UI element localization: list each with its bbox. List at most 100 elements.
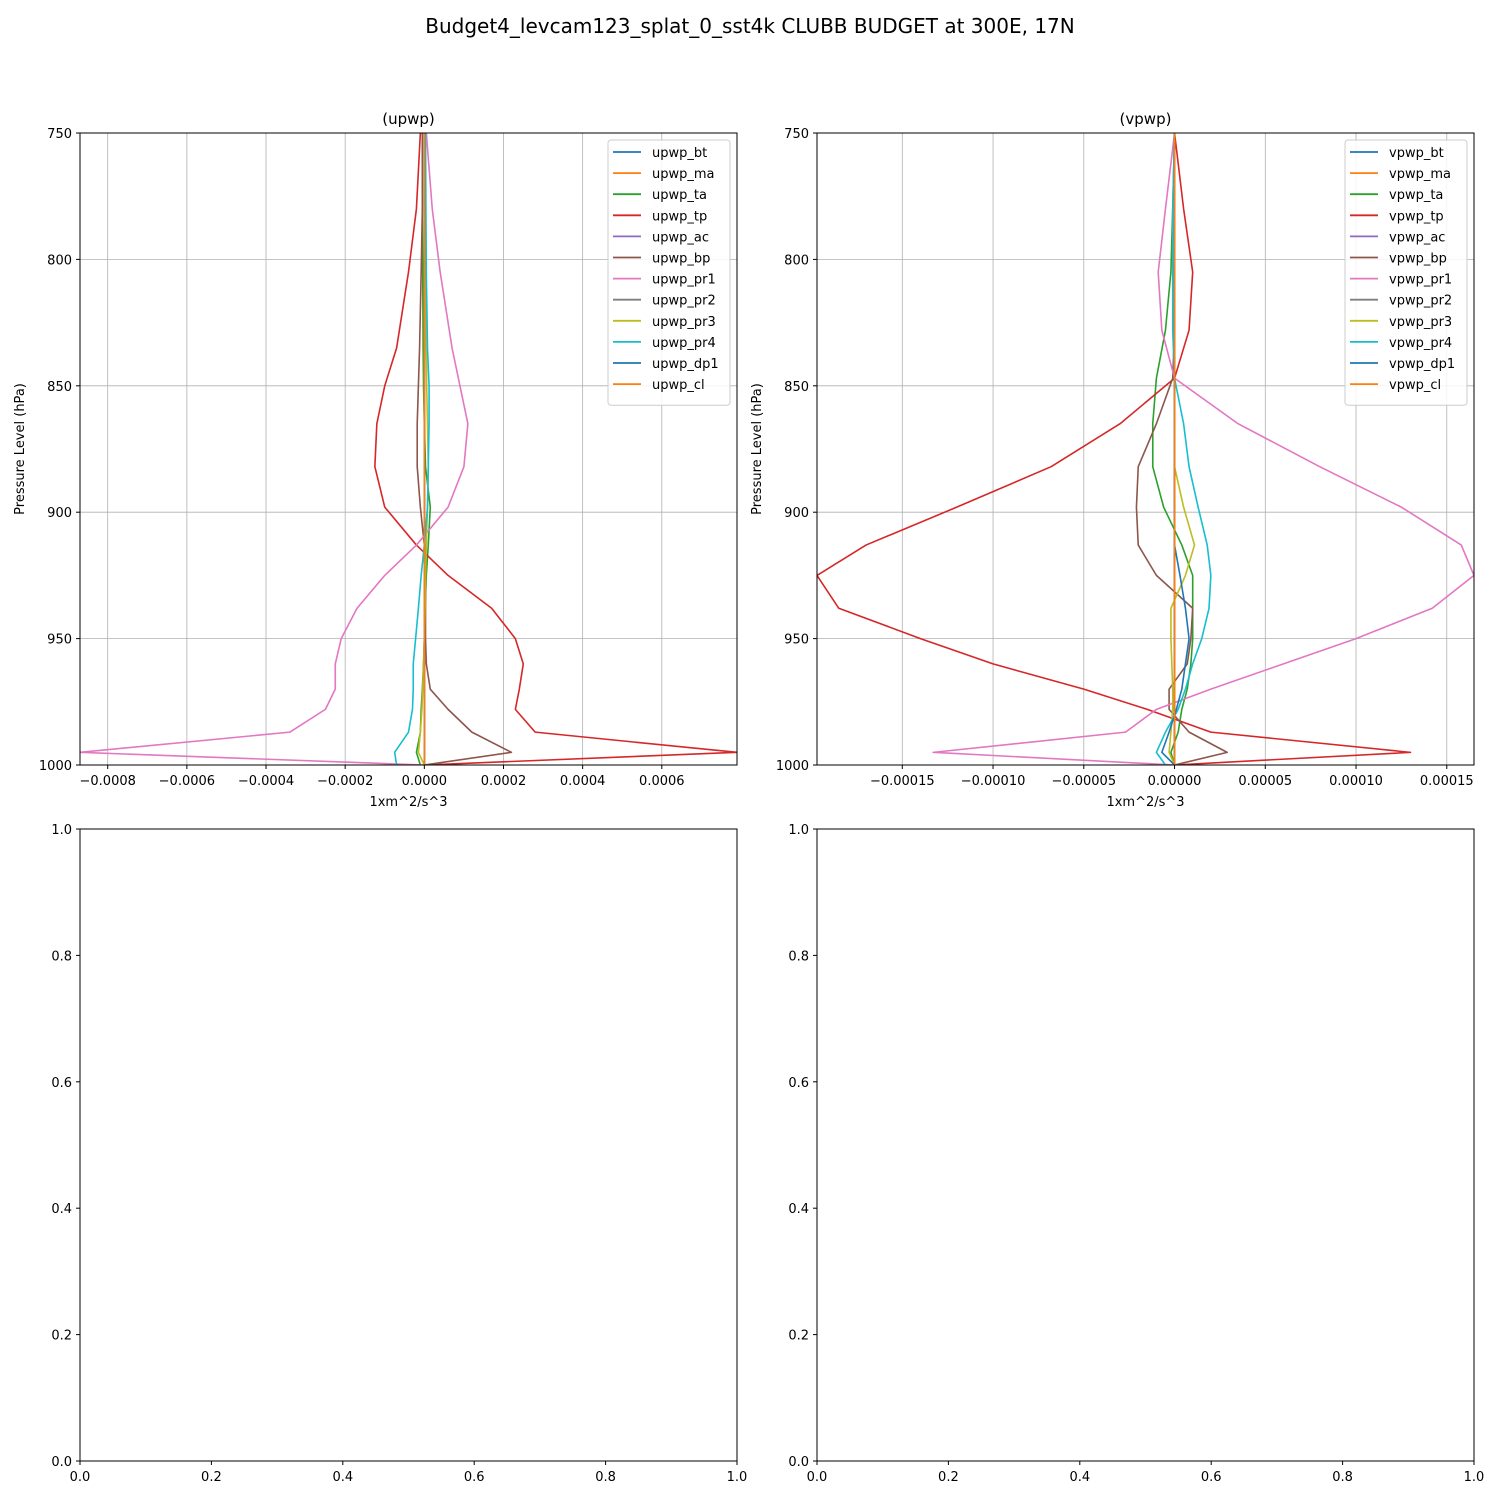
x-tick-label: 0.0 (807, 1470, 828, 1485)
x-tick-label: 0.00010 (1329, 774, 1383, 789)
x-tick-label: −0.0006 (159, 774, 215, 789)
series-line-upwp_pr3 (417, 133, 430, 765)
x-tick-label: 0.6 (1201, 1470, 1222, 1485)
legend-item: upwp_cl (613, 378, 705, 393)
axes-frame (816, 828, 1475, 1462)
legend-item: upwp_ac (613, 230, 709, 245)
subplot-title: (upwp) (382, 110, 435, 128)
x-tick-label: 0.00015 (1420, 774, 1474, 789)
y-tick-label: 900 (47, 506, 72, 521)
legend-item: vpwp_dp1 (1350, 357, 1455, 372)
y-tick-label: 800 (47, 253, 72, 268)
x-tick-label: 1.0 (727, 1470, 748, 1485)
legend-label: vpwp_pr4 (1389, 336, 1452, 351)
series-line-vpwp_bp (1135, 133, 1228, 765)
legend-label: upwp_bp (652, 252, 710, 267)
legend-label: vpwp_pr1 (1389, 273, 1452, 288)
x-tick-label: 1.0 (1464, 1470, 1485, 1485)
legend-label: upwp_bt (652, 146, 707, 161)
y-tick-label: 0.0 (788, 1455, 809, 1470)
y-tick-label: 1000 (39, 759, 72, 774)
legend-item: upwp_pr4 (613, 336, 716, 351)
x-tick-label: −0.00010 (961, 774, 1026, 789)
series-group (817, 133, 1474, 765)
legend-label: upwp_pr2 (652, 294, 716, 309)
y-axis-label: Pressure Level (hPa) (13, 383, 28, 515)
x-tick-label: 0.00005 (1238, 774, 1292, 789)
series-line-vpwp_ta (1151, 133, 1194, 765)
legend-item: upwp_ma (613, 167, 715, 182)
subplot-title: (vpwp) (1120, 110, 1172, 128)
legend-label: vpwp_ma (1389, 167, 1451, 182)
legend-item: vpwp_pr4 (1350, 336, 1452, 351)
x-tick-label: −0.0008 (80, 774, 136, 789)
x-tick-label: 0.00000 (1148, 774, 1202, 789)
y-tick-label: 1000 (776, 759, 809, 774)
legend-item: upwp_pr3 (613, 315, 716, 330)
x-tick-label: 0.2 (938, 1470, 959, 1485)
series-line-vpwp_dp1 (1161, 133, 1190, 765)
x-tick-label: 0.4 (1069, 1470, 1090, 1485)
subplot-2: −0.00015 −0.00010 −0.00005 0.00000 0.00005 0.… (750, 110, 1475, 810)
x-tick-label: 0.6 (464, 1470, 485, 1485)
y-tick-label: 0.6 (788, 1076, 809, 1091)
x-tick-label: −0.00005 (1051, 774, 1116, 789)
legend-item: vpwp_ta (1350, 188, 1443, 203)
x-tick-label: 0.0 (70, 1470, 91, 1485)
legend-item: vpwp_pr1 (1350, 273, 1452, 288)
y-tick-label: 0.6 (51, 1076, 72, 1091)
y-tick-label: 750 (784, 127, 809, 142)
legend-label: upwp_cl (652, 378, 705, 393)
x-tick-label: 0.8 (595, 1470, 616, 1485)
x-tick-label: 0.2 (201, 1470, 222, 1485)
axes-frame (816, 132, 1475, 766)
y-tick-label: 1.0 (51, 823, 72, 838)
legend-item: vpwp_pr3 (1350, 315, 1452, 330)
series-line-upwp_tp (374, 133, 737, 765)
y-tick-label: 1.0 (788, 823, 809, 838)
figure-title: Budget4_levcam123_splat_0_sst4k CLUBB BU… (425, 14, 1075, 38)
y-tick-label: 0.8 (51, 949, 72, 964)
y-tick-label: 0.8 (788, 949, 809, 964)
x-tick-label: 0.4 (332, 1470, 353, 1485)
legend-label: upwp_ac (652, 230, 709, 245)
y-tick-label: 950 (784, 633, 809, 648)
legend-label: upwp_tp (652, 209, 707, 224)
subplot-4: 0.0 0.2 0.4 0.6 0.8 1.0 0.0 0.2 0.4 0.6 0.8 1.0 (788, 823, 1484, 1485)
legend-item: upwp_bp (613, 252, 710, 267)
x-tick-label: −0.00015 (870, 774, 935, 789)
legend-label: vpwp_cl (1389, 378, 1441, 393)
x-tick-label: −0.0004 (238, 774, 294, 789)
y-tick-label: 850 (784, 380, 809, 395)
legend-label: upwp_pr4 (652, 336, 716, 351)
subplot-3: 0.0 0.2 0.4 0.6 0.8 1.0 0.0 0.2 0.4 0.6 0.8 1.0 (51, 823, 747, 1485)
legend-item: vpwp_bt (1350, 146, 1444, 161)
legend-item: vpwp_ma (1350, 167, 1451, 182)
legend-item: vpwp_bp (1350, 252, 1447, 267)
y-tick-label: 0.4 (51, 1202, 72, 1217)
legend-label: vpwp_ta (1389, 188, 1443, 203)
x-axis-label: 1xm^2/s^3 (1106, 795, 1184, 810)
legend-item: upwp_pr2 (613, 294, 716, 309)
axes-frame (79, 132, 738, 766)
legend-item: upwp_ta (613, 188, 707, 203)
legend-item: upwp_bt (613, 146, 707, 161)
x-tick-label: 0.0004 (560, 774, 606, 789)
series-line-vpwp_pr4 (1155, 133, 1212, 765)
y-tick-label: 750 (47, 127, 72, 142)
legend-box (1344, 139, 1468, 406)
y-tick-label: 900 (784, 506, 809, 521)
series-line-vpwp_tp (817, 133, 1412, 765)
legend-label: vpwp_dp1 (1389, 357, 1455, 372)
series-line-upwp_pr4 (393, 133, 430, 765)
legend-item: upwp_dp1 (613, 357, 719, 372)
x-tick-label: 0.8 (1332, 1470, 1353, 1485)
y-tick-label: 0.0 (51, 1455, 72, 1470)
legend-item: upwp_pr1 (613, 273, 716, 288)
legend: upwp_bt upwp_ma upwp_ta upwp_tp upwp_ac upwp_… (607, 139, 731, 406)
axes-frame (79, 828, 738, 1462)
legend-label: vpwp_pr2 (1389, 294, 1452, 309)
subplot-1: −0.0008 −0.0006 −0.0004 −0.0002 0.0000 0.0002… (13, 110, 738, 810)
series-line-upwp_bp (416, 133, 513, 765)
